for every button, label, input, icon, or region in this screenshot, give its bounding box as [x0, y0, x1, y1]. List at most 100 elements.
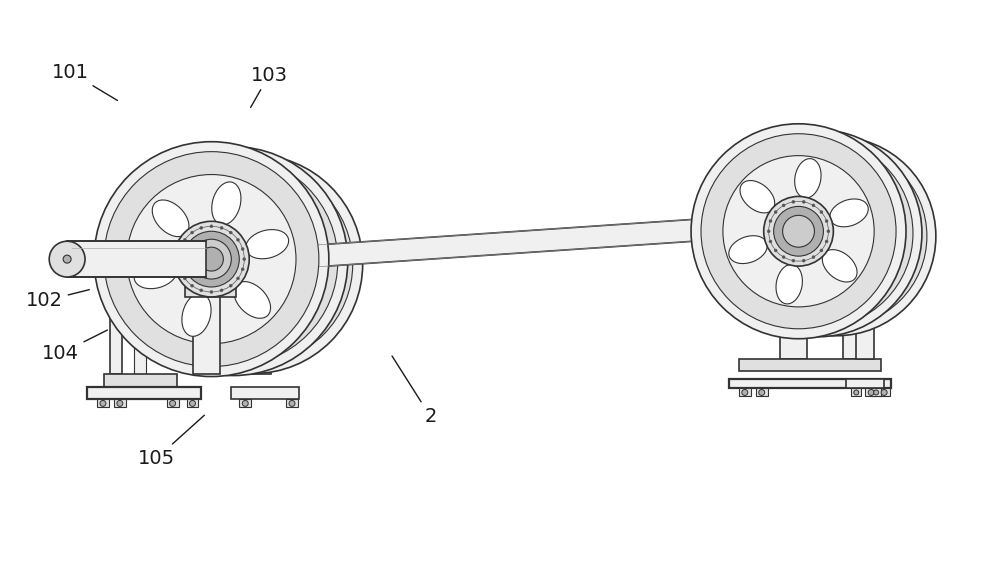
Ellipse shape: [152, 179, 315, 343]
Circle shape: [190, 401, 195, 406]
Ellipse shape: [192, 239, 231, 279]
Circle shape: [241, 268, 244, 271]
Polygon shape: [739, 389, 751, 397]
Ellipse shape: [127, 175, 296, 344]
Polygon shape: [97, 399, 109, 407]
Circle shape: [874, 390, 879, 395]
Ellipse shape: [104, 152, 319, 366]
Ellipse shape: [771, 257, 801, 288]
Ellipse shape: [152, 200, 189, 237]
Circle shape: [236, 277, 239, 280]
Ellipse shape: [823, 263, 849, 298]
Ellipse shape: [783, 215, 814, 247]
Circle shape: [825, 220, 828, 222]
Ellipse shape: [836, 179, 866, 210]
Circle shape: [200, 289, 203, 292]
Circle shape: [774, 249, 777, 252]
Polygon shape: [104, 374, 177, 387]
Ellipse shape: [751, 212, 786, 237]
Ellipse shape: [281, 225, 315, 252]
Polygon shape: [110, 247, 146, 257]
Polygon shape: [67, 241, 206, 277]
Ellipse shape: [178, 283, 211, 316]
Ellipse shape: [821, 172, 843, 205]
Polygon shape: [846, 378, 884, 389]
Ellipse shape: [134, 259, 177, 288]
Polygon shape: [756, 389, 768, 397]
Polygon shape: [878, 389, 890, 397]
Ellipse shape: [129, 156, 338, 366]
Circle shape: [767, 230, 770, 233]
Circle shape: [243, 258, 246, 261]
Circle shape: [769, 220, 772, 222]
Polygon shape: [856, 281, 874, 358]
Ellipse shape: [764, 196, 833, 266]
Polygon shape: [239, 399, 251, 407]
Circle shape: [289, 401, 295, 406]
Ellipse shape: [830, 267, 852, 300]
Ellipse shape: [212, 182, 241, 225]
Ellipse shape: [740, 180, 775, 213]
Ellipse shape: [199, 247, 223, 271]
Ellipse shape: [182, 294, 211, 336]
Polygon shape: [780, 253, 815, 263]
Circle shape: [200, 226, 203, 229]
Text: 2: 2: [392, 356, 437, 426]
Circle shape: [179, 268, 182, 271]
Ellipse shape: [776, 265, 802, 304]
Ellipse shape: [777, 204, 809, 228]
Ellipse shape: [192, 225, 225, 252]
Circle shape: [820, 211, 823, 213]
Polygon shape: [134, 277, 146, 374]
Polygon shape: [871, 389, 881, 397]
Ellipse shape: [267, 262, 306, 289]
Polygon shape: [865, 389, 877, 397]
Circle shape: [742, 390, 748, 395]
Ellipse shape: [745, 160, 892, 307]
Circle shape: [63, 255, 71, 263]
Circle shape: [881, 390, 887, 395]
Polygon shape: [251, 339, 271, 374]
Circle shape: [792, 259, 795, 262]
Ellipse shape: [174, 221, 249, 297]
Circle shape: [210, 290, 213, 294]
Ellipse shape: [246, 229, 289, 259]
Ellipse shape: [851, 230, 886, 254]
Ellipse shape: [830, 199, 868, 227]
Ellipse shape: [49, 241, 85, 277]
Circle shape: [812, 204, 815, 207]
Circle shape: [191, 284, 194, 287]
Circle shape: [802, 200, 805, 203]
Circle shape: [220, 289, 223, 292]
Ellipse shape: [241, 195, 265, 230]
Ellipse shape: [782, 250, 812, 277]
Circle shape: [183, 238, 186, 241]
Circle shape: [812, 255, 815, 258]
Ellipse shape: [691, 124, 906, 339]
Ellipse shape: [864, 244, 896, 269]
Polygon shape: [739, 358, 881, 370]
Ellipse shape: [94, 142, 329, 377]
Circle shape: [179, 248, 182, 250]
Circle shape: [820, 249, 823, 252]
Polygon shape: [851, 389, 861, 397]
Circle shape: [229, 284, 232, 287]
Circle shape: [177, 258, 180, 261]
Circle shape: [868, 390, 874, 395]
Circle shape: [236, 238, 239, 241]
Circle shape: [854, 390, 859, 395]
Circle shape: [825, 240, 828, 243]
Polygon shape: [114, 399, 126, 407]
Ellipse shape: [176, 187, 331, 342]
Circle shape: [792, 200, 795, 203]
Ellipse shape: [774, 207, 823, 256]
Polygon shape: [774, 263, 821, 273]
Ellipse shape: [788, 168, 814, 203]
Polygon shape: [167, 399, 179, 407]
Circle shape: [802, 259, 805, 262]
Ellipse shape: [729, 236, 767, 263]
Circle shape: [782, 255, 785, 258]
Ellipse shape: [795, 159, 821, 198]
Circle shape: [183, 277, 186, 280]
Circle shape: [220, 226, 223, 229]
